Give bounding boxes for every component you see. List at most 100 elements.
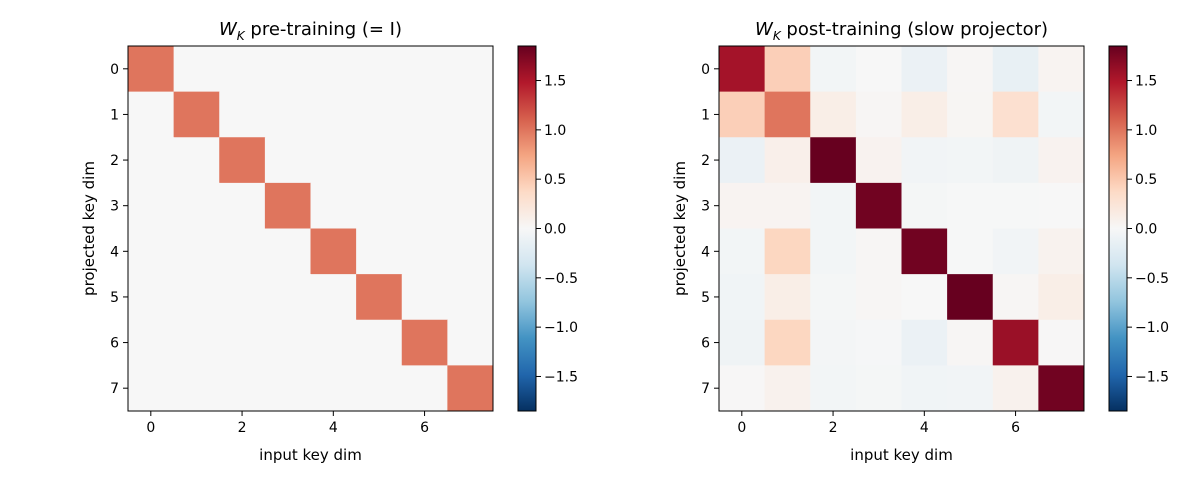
heatmap-cell (764, 228, 811, 275)
heatmap-cell (901, 365, 948, 412)
heatmap-cell (947, 137, 994, 184)
heatmap-cell (1038, 91, 1085, 138)
heatmap-cell (947, 365, 994, 412)
colorbar-tick-label: 1.0 (1135, 123, 1157, 139)
heatmap-cell (764, 46, 811, 93)
colorbar-tick-label: −1.5 (1135, 369, 1169, 385)
heatmap-cell (901, 137, 948, 184)
title-text: post-training (slow projector) (781, 19, 1048, 40)
heatmap-cell (719, 137, 766, 184)
heatmap-cell (401, 91, 448, 138)
heatmap-cell (855, 228, 902, 275)
heatmap-cell (264, 365, 311, 412)
heatmap-cell (764, 137, 811, 184)
heatmap-cell (947, 182, 994, 229)
y-tick-label: 6 (110, 336, 119, 352)
heatmap-cell (764, 319, 811, 366)
heatmap-cell (764, 91, 811, 138)
heatmap-cell (1038, 319, 1085, 366)
heatmap-cell (901, 46, 948, 93)
title-text: pre-training (= I) (245, 19, 402, 40)
heatmap-cell (447, 91, 494, 138)
heatmap-cell (719, 228, 766, 275)
heatmap-cell (401, 319, 448, 366)
heatmap-cell (173, 274, 220, 321)
heatmap-cell (264, 319, 311, 366)
y-axis-label: projected key dim (80, 161, 98, 296)
heatmap-cell (719, 91, 766, 138)
heatmap-cell (947, 319, 994, 366)
x-tick-label: 0 (737, 420, 746, 436)
heatmap-cell (901, 228, 948, 275)
heatmap-cell (992, 274, 1039, 321)
heatmap-cell (356, 46, 403, 93)
heatmap-cell (447, 46, 494, 93)
x-axis-label: input key dim (259, 446, 362, 464)
heatmap-cell (901, 182, 948, 229)
heatmap-cell (310, 137, 357, 184)
heatmap-cell (264, 137, 311, 184)
heatmap-cell (356, 182, 403, 229)
colorbar-tick-label: 0.5 (1135, 172, 1157, 188)
heatmap-cell (855, 46, 902, 93)
heatmap-cell (128, 182, 175, 229)
heatmap-cell (128, 228, 175, 275)
y-tick-label: 0 (110, 62, 119, 78)
heatmap-cell (992, 319, 1039, 366)
colorbar-tick-label: 0.0 (1135, 222, 1157, 238)
heatmap-cell (219, 228, 266, 275)
heatmap-cell (719, 182, 766, 229)
heatmap-cell (447, 319, 494, 366)
heatmap-cell (947, 228, 994, 275)
heatmap-cell (810, 46, 857, 93)
y-tick-label: 4 (701, 244, 710, 260)
heatmap-cell (219, 137, 266, 184)
heatmap-cell (219, 274, 266, 321)
heatmap-cell (401, 182, 448, 229)
heatmap-cell (764, 182, 811, 229)
x-tick-label: 6 (420, 420, 429, 436)
heatmap-cell (1038, 182, 1085, 229)
heatmap-cell (764, 274, 811, 321)
heatmap-cell (356, 137, 403, 184)
heatmap-cell (810, 319, 857, 366)
colorbar-tick-label: −1.0 (544, 320, 578, 336)
colorbar-tick-label: −1.5 (544, 369, 578, 385)
heatmap-cell (719, 274, 766, 321)
heatmap-cell (1038, 46, 1085, 93)
colorbar-tick-label: −0.5 (1135, 271, 1169, 287)
heatmap-cell (447, 365, 494, 412)
y-tick-label: 3 (110, 199, 119, 215)
heatmap-cell (810, 91, 857, 138)
heatmap-cell (947, 274, 994, 321)
heatmap-cell (764, 365, 811, 412)
heatmap-cell (992, 365, 1039, 412)
heatmap-cell (173, 91, 220, 138)
heatmap-cell (901, 91, 948, 138)
y-tick-label: 7 (110, 381, 119, 397)
colorbar-tick-label: 0.5 (544, 172, 566, 188)
heatmap-cell (719, 365, 766, 412)
heatmap-cell (447, 137, 494, 184)
heatmap-cell (264, 182, 311, 229)
heatmap-cell (173, 228, 220, 275)
heatmap-cell (310, 365, 357, 412)
heatmap-cell (219, 182, 266, 229)
heatmap-cell (947, 91, 994, 138)
x-tick-label: 4 (329, 420, 338, 436)
heatmap-cell (1038, 137, 1085, 184)
heatmap-cell (401, 365, 448, 412)
heatmap-cell (401, 228, 448, 275)
heatmap-cell (992, 46, 1039, 93)
colorbar-tick-label: 1.5 (1135, 74, 1157, 90)
y-tick-label: 2 (110, 153, 119, 169)
y-tick-label: 2 (701, 153, 710, 169)
heatmap-cell (947, 46, 994, 93)
heatmap-cell (219, 365, 266, 412)
y-tick-label: 4 (110, 244, 119, 260)
heatmap-cell (1038, 365, 1085, 412)
heatmap-cell (173, 319, 220, 366)
colorbar-tick-label: 0.0 (544, 222, 566, 238)
heatmap-cell (401, 46, 448, 93)
